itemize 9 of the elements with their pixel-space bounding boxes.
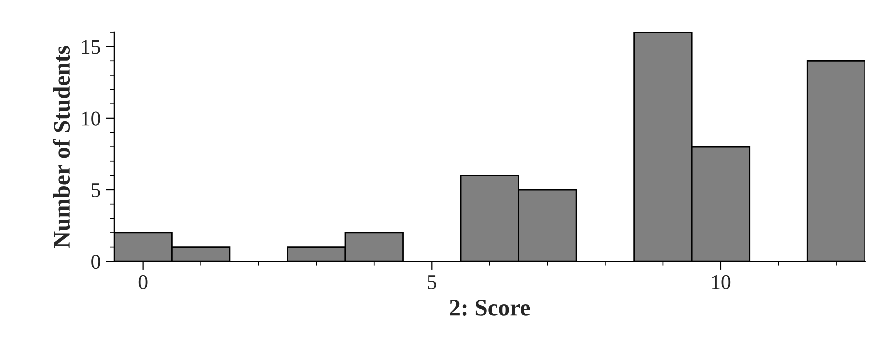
- x-tick-label: 0: [138, 275, 148, 290]
- y-axis-title: Number of Students: [53, 46, 70, 248]
- y-tick-label: 5: [92, 184, 100, 198]
- x-axis-title: 2: Score: [450, 300, 530, 316]
- x-tick-label: 10: [712, 275, 731, 290]
- x-tick-label: 5: [428, 276, 437, 290]
- y-tick-label: 15: [82, 40, 100, 54]
- y-tick-label: 0: [92, 255, 100, 270]
- y-tick-label: 10: [82, 112, 100, 126]
